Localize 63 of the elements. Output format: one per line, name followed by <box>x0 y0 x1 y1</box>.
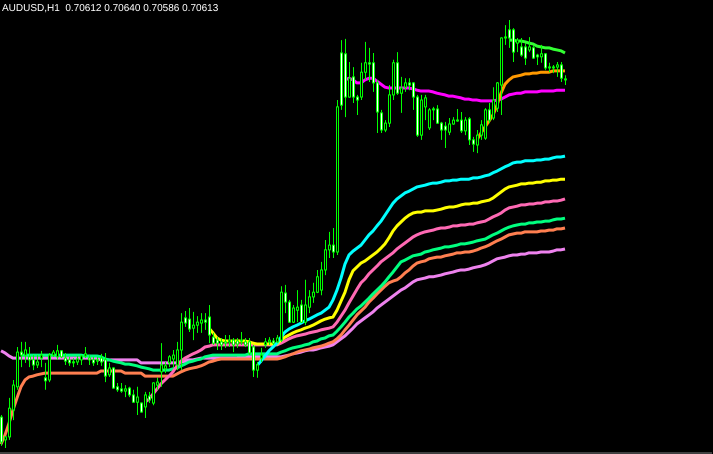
candlestick <box>168 354 171 368</box>
candlestick <box>220 338 223 350</box>
candlestick <box>380 109 383 134</box>
candlestick <box>428 108 431 130</box>
candlestick <box>232 338 235 353</box>
candlestick <box>304 279 307 326</box>
candlestick <box>404 78 407 92</box>
candlestick <box>296 290 299 323</box>
candlestick <box>24 341 27 364</box>
candlestick <box>368 47 371 83</box>
candlestick <box>264 338 267 348</box>
candlestick <box>36 354 39 368</box>
candlestick <box>240 332 243 346</box>
candlestick <box>224 334 227 348</box>
candlestick <box>512 28 515 62</box>
candlestick <box>56 344 59 360</box>
candlestick <box>200 312 203 334</box>
candlestick <box>160 342 163 388</box>
candlestick <box>316 269 319 294</box>
candlestick <box>216 336 219 350</box>
candlestick <box>188 308 191 333</box>
candlestick <box>104 352 107 383</box>
candlestick <box>208 304 211 344</box>
candlestick <box>556 61 559 78</box>
candlestick <box>228 334 231 348</box>
candlestick <box>532 46 535 60</box>
candlestick <box>252 344 255 378</box>
candlestick <box>112 366 115 390</box>
candlestick <box>460 112 463 134</box>
candlestick <box>236 338 239 348</box>
candlestick <box>192 311 195 341</box>
candlestick <box>520 37 523 58</box>
candlestick <box>492 86 495 121</box>
candlestick <box>508 20 511 48</box>
candlestick <box>144 391 147 419</box>
candlestick <box>260 347 263 362</box>
candlestick <box>32 354 35 371</box>
candlestick <box>544 52 547 71</box>
candlestick <box>448 118 451 136</box>
candlestick <box>84 346 87 359</box>
candlestick <box>28 346 31 368</box>
candlestick <box>564 74 567 86</box>
candlestick <box>152 382 155 406</box>
candlestick <box>212 332 215 346</box>
candlestick <box>444 121 447 148</box>
chart-title: AUDUSD,H1 0.70612 0.70640 0.70586 0.70613 <box>2 3 219 14</box>
candlestick <box>172 349 175 368</box>
candlestick <box>132 389 135 404</box>
candlestick <box>292 304 295 324</box>
candlestick <box>120 382 123 394</box>
candlestick <box>136 386 139 416</box>
candlestick <box>124 384 127 398</box>
candlestick <box>300 299 303 324</box>
candlestick <box>524 42 527 66</box>
candlestick <box>560 61 563 83</box>
candlestick <box>164 361 167 374</box>
candlestick <box>80 354 83 366</box>
candlestick <box>88 354 91 366</box>
candlestick <box>352 66 355 104</box>
candlestick <box>468 116 471 146</box>
candlestick <box>40 350 43 368</box>
candlestick <box>64 352 67 366</box>
candlestick <box>196 316 199 334</box>
